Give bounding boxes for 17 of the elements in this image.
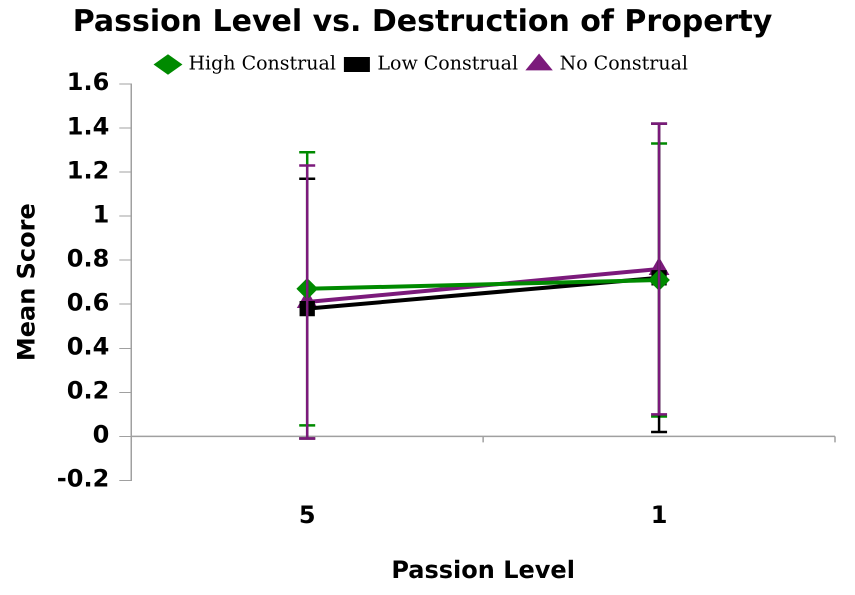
legend-label: No Construal [560, 52, 688, 74]
y-tick-label: 0.2 [66, 376, 110, 405]
x-axis-title: Passion Level [391, 556, 575, 584]
y-tick-label: 1.4 [66, 112, 110, 140]
y-axis-title: Mean Score [12, 203, 41, 362]
y-tick-label: 0.8 [66, 244, 110, 272]
legend-label: High Construal [188, 52, 336, 74]
chart-title: Passion Level vs. Destruction of Property [72, 4, 773, 39]
y-tick-label: 1 [92, 200, 110, 228]
y-tick-label: 0.4 [66, 332, 110, 360]
x-tick-label: 5 [298, 501, 316, 530]
y-tick-label: 0 [92, 420, 110, 449]
y-tick-label: 0.6 [66, 288, 110, 316]
y-tick-label: -0.2 [56, 464, 110, 493]
y-tick-label: 1.2 [66, 156, 110, 184]
legend-label: Low Construal [377, 52, 518, 74]
y-tick-label: 1.6 [66, 68, 110, 96]
